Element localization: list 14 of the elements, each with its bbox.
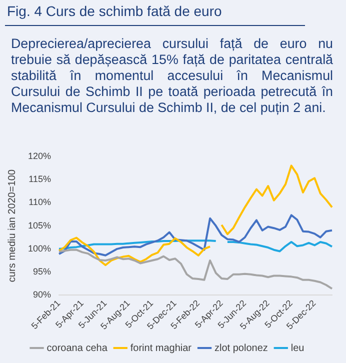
y-tick-label: 105%: [28, 220, 52, 230]
y-axis-title: curs mediu ian 2020=100: [6, 169, 18, 282]
legend-label: zlot polonez: [214, 342, 268, 354]
y-tick-label: 90%: [33, 290, 52, 300]
legend-label: leu: [290, 342, 304, 354]
chart-subtitle: Deprecierea/aprecierea cursului față de euro nu trebuie să depășească 15% față de paritatea centrală stabilită în momentul accesului în Mecanismul Cursului de Schimb II pe toată perioada petrecută în Mecanismul Cursului de Schimb II, de cel puțin 2 ani.: [11, 36, 333, 116]
y-tick-label: 95%: [33, 266, 52, 277]
y-tick-label: 100%: [28, 243, 52, 254]
legend-label: coroana ceha: [46, 342, 108, 354]
y-tick-label: 115%: [28, 174, 52, 184]
y-tick-label: 120%: [28, 150, 52, 161]
legend-label: forint maghiar: [130, 342, 192, 354]
chart-title: Fig. 4 Curs de schimb fată de euro: [7, 3, 222, 19]
y-tick-label: 110%: [28, 197, 52, 208]
